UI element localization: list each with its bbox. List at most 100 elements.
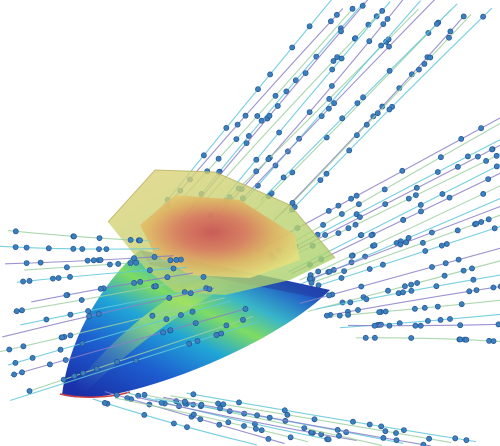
flow-particle bbox=[428, 229, 435, 236]
flow-particle bbox=[422, 248, 429, 254]
flow-particle bbox=[333, 11, 340, 18]
flow-particle bbox=[352, 221, 359, 228]
flow-particle bbox=[401, 283, 408, 290]
flow-particle bbox=[133, 259, 139, 266]
flow-particle bbox=[146, 267, 153, 274]
flow-particle bbox=[200, 152, 207, 159]
flow-particle bbox=[45, 245, 52, 252]
streamline bbox=[12, 276, 205, 313]
streamline bbox=[273, 13, 466, 221]
flow-particle bbox=[67, 273, 73, 280]
flow-particle bbox=[85, 308, 91, 314]
flow-particle bbox=[284, 411, 291, 418]
flow-particle bbox=[318, 113, 325, 119]
flow-particle bbox=[296, 135, 302, 142]
flow-particle bbox=[26, 388, 33, 394]
flow-particle bbox=[338, 28, 344, 35]
flow-particle bbox=[382, 308, 389, 315]
flow-particle bbox=[464, 153, 471, 160]
flow-particle bbox=[115, 260, 122, 267]
flow-particle bbox=[378, 321, 384, 328]
flow-particle bbox=[325, 207, 332, 214]
streamline bbox=[316, 225, 500, 287]
flow-particle bbox=[306, 23, 313, 30]
flow-particle bbox=[489, 146, 495, 153]
flow-particle bbox=[272, 162, 279, 169]
streamlines-front bbox=[0, 228, 500, 446]
flow-particle bbox=[114, 358, 120, 365]
flow-particle bbox=[348, 252, 355, 259]
flow-particle bbox=[473, 287, 480, 293]
flow-particle bbox=[43, 316, 50, 323]
flow-particle bbox=[441, 272, 448, 279]
flow-particle bbox=[399, 167, 406, 174]
flow-particle bbox=[101, 399, 108, 406]
flow-particle bbox=[71, 233, 77, 240]
flow-particle bbox=[243, 140, 250, 146]
flow-particle bbox=[71, 373, 78, 379]
flow-particle bbox=[345, 225, 352, 232]
flow-particle bbox=[405, 234, 412, 241]
cabin-roof bbox=[107, 169, 336, 259]
flow-particle bbox=[362, 334, 369, 341]
flow-particle bbox=[97, 257, 104, 263]
flow-particle bbox=[215, 155, 222, 162]
flow-particle bbox=[411, 305, 418, 312]
flow-particle bbox=[223, 322, 230, 329]
flow-particle bbox=[493, 152, 500, 159]
flow-particle bbox=[350, 418, 356, 425]
flow-particle bbox=[326, 292, 332, 299]
flow-particle bbox=[326, 268, 333, 275]
flow-particle bbox=[190, 391, 197, 398]
flow-particle bbox=[378, 42, 384, 49]
flow-particle bbox=[466, 288, 473, 295]
flow-particle bbox=[190, 411, 197, 418]
flow-particle bbox=[240, 316, 246, 323]
flow-particle bbox=[265, 156, 272, 163]
flow-particle bbox=[339, 115, 346, 122]
flow-particle bbox=[141, 411, 148, 418]
flow-particle bbox=[216, 421, 223, 428]
flow-particle bbox=[348, 195, 354, 202]
flow-particle bbox=[64, 264, 70, 271]
flow-particle bbox=[37, 259, 44, 266]
flow-particle bbox=[353, 192, 360, 199]
flow-particle bbox=[215, 400, 221, 407]
flow-particle bbox=[127, 260, 134, 266]
flow-particle bbox=[418, 208, 424, 215]
streamline bbox=[347, 323, 500, 327]
flow-particle bbox=[346, 147, 353, 154]
flow-particle bbox=[301, 425, 308, 431]
flow-particle bbox=[386, 43, 392, 50]
flow-particle bbox=[55, 275, 62, 281]
flow-particle bbox=[326, 96, 333, 102]
flow-particle bbox=[447, 316, 453, 322]
flow-particle bbox=[267, 71, 273, 78]
flow-particle bbox=[336, 432, 342, 439]
flow-particle bbox=[253, 168, 260, 175]
flow-particle bbox=[421, 304, 428, 311]
flow-particle bbox=[152, 283, 159, 290]
flow-particle bbox=[419, 239, 426, 246]
flow-particle bbox=[107, 261, 113, 268]
flow-particle bbox=[433, 20, 440, 27]
flow-particle bbox=[242, 305, 249, 312]
flow-particle bbox=[495, 321, 500, 328]
flow-particle bbox=[381, 186, 388, 193]
flow-particle bbox=[358, 283, 365, 290]
flow-particle bbox=[315, 268, 322, 275]
flow-particle bbox=[363, 296, 370, 303]
streamline bbox=[221, 8, 419, 206]
flow-particle bbox=[19, 369, 25, 376]
flow-particle bbox=[194, 338, 201, 344]
flow-particle bbox=[457, 322, 464, 329]
flow-particle bbox=[67, 311, 74, 318]
flow-particle bbox=[170, 420, 177, 427]
flow-particle bbox=[234, 121, 241, 128]
flow-particle bbox=[380, 434, 387, 441]
flow-particle bbox=[485, 176, 492, 182]
flow-particle bbox=[382, 428, 389, 435]
flow-particle bbox=[360, 94, 366, 101]
flow-particle bbox=[328, 83, 335, 89]
